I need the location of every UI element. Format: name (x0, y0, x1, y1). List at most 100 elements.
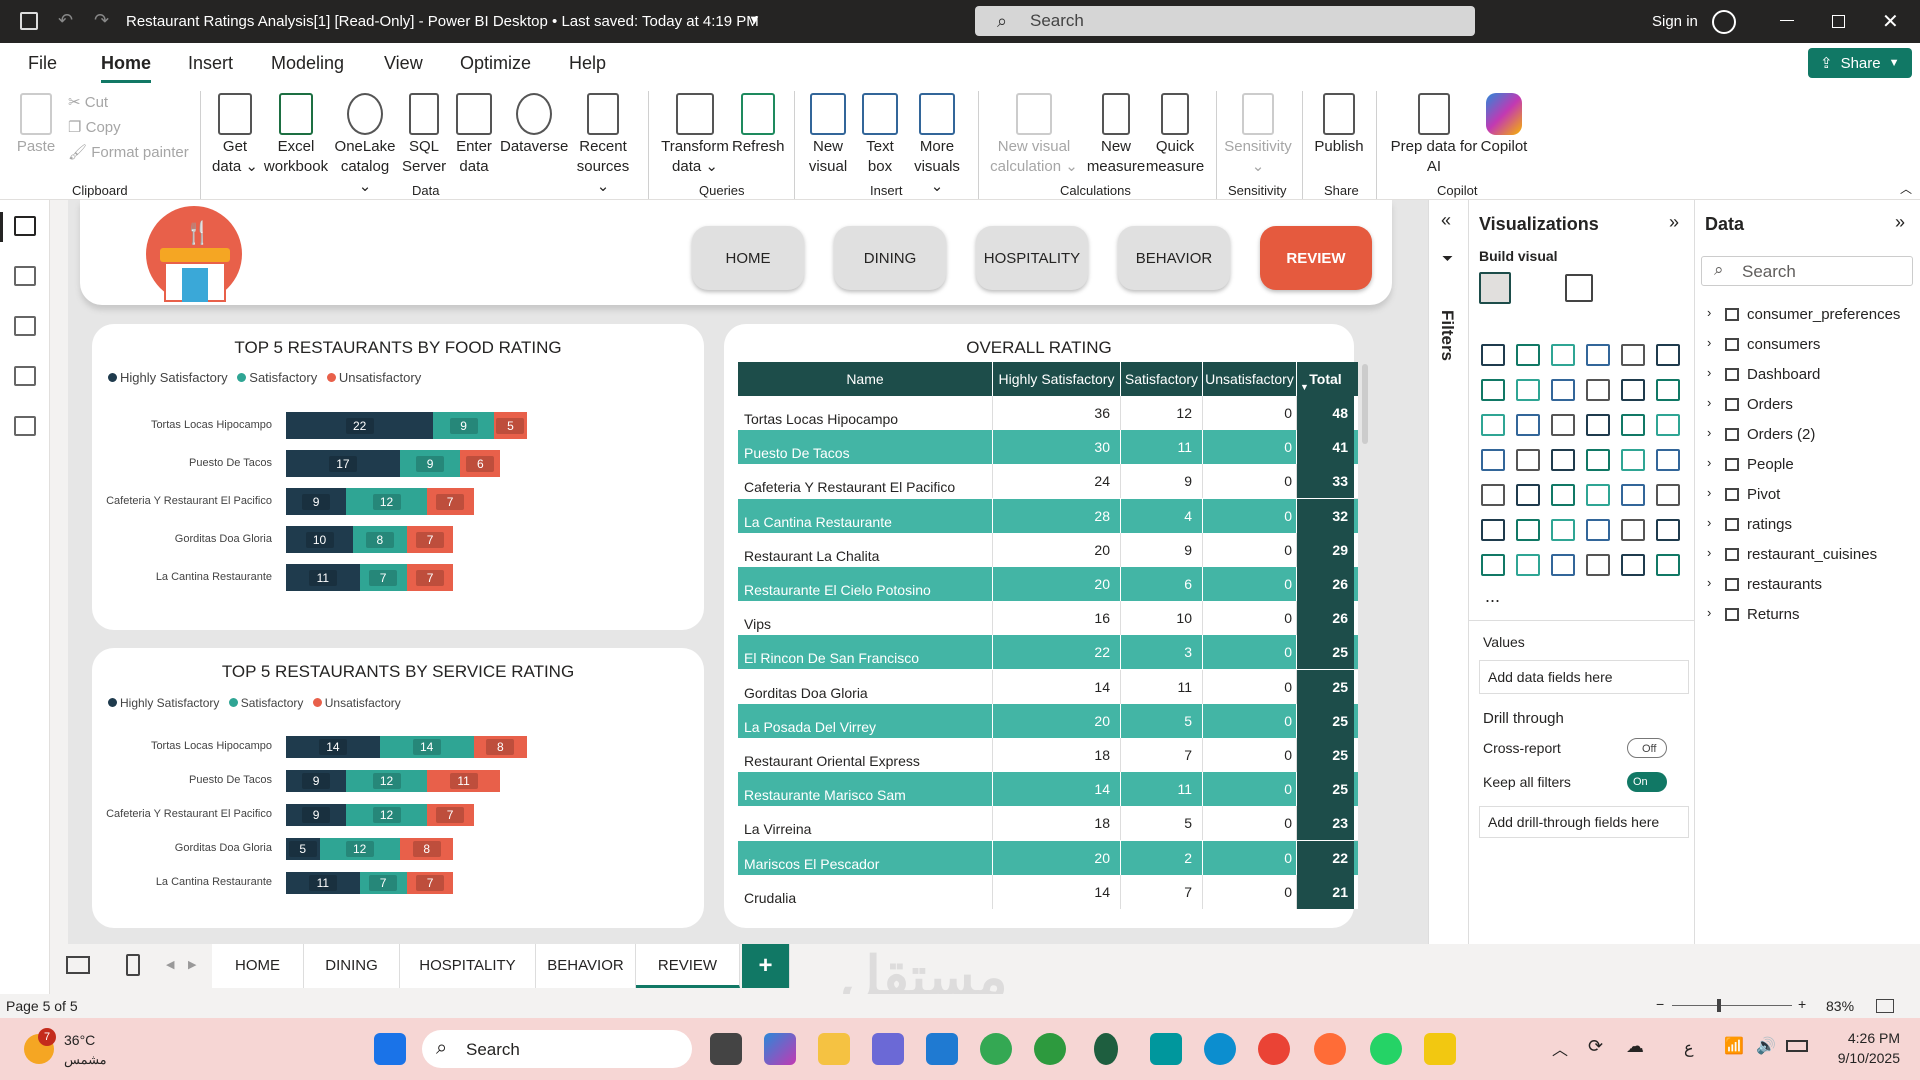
table-view-icon[interactable] (14, 266, 36, 286)
bar-segment[interactable] (406, 526, 454, 553)
table-row[interactable]: La Posada Del Virrey 20 5 0 25 (738, 703, 1358, 738)
visual-type-icon[interactable] (1656, 554, 1680, 576)
more-visuals-icon[interactable]: ... (1485, 586, 1501, 606)
data-table-item[interactable]: › Dashboard (1695, 363, 1920, 389)
bar-segment[interactable] (399, 450, 461, 477)
visual-type-icon[interactable] (1516, 414, 1540, 436)
windows-start-icon[interactable] (374, 1033, 406, 1065)
scroll-right-icon[interactable]: ▶ (188, 959, 197, 971)
nav-home-button[interactable]: HOME (692, 226, 804, 290)
language-indicator[interactable]: ع (1684, 1040, 1694, 1057)
visual-type-icon[interactable] (1481, 379, 1505, 401)
visual-type-icon[interactable] (1586, 379, 1610, 401)
bar-segment[interactable] (286, 564, 360, 591)
dataverse-button[interactable]: Dataverse (500, 93, 568, 157)
chrome-icon[interactable] (980, 1033, 1012, 1065)
save-icon[interactable] (20, 12, 38, 30)
visual-type-icon[interactable] (1621, 344, 1645, 366)
powerbi-icon[interactable] (1424, 1033, 1456, 1065)
copy-button[interactable]: ❐ Copy (68, 118, 121, 138)
visual-type-icon[interactable] (1586, 449, 1610, 471)
nav-hospitality-button[interactable]: HOSPITALITY (976, 226, 1088, 290)
sign-in-link[interactable]: Sign in (1652, 13, 1698, 30)
data-table-item[interactable]: › consumers (1695, 333, 1920, 359)
table-row[interactable]: Vips 16 10 0 26 (738, 601, 1358, 636)
data-table-item[interactable]: › restaurants (1695, 573, 1920, 599)
tab-review[interactable]: REVIEW (636, 944, 740, 988)
get-data-button[interactable]: Get data ⌄ (210, 93, 260, 177)
bar-segment[interactable] (399, 838, 454, 860)
format-painter-button[interactable]: 🖌 Format painter (68, 143, 189, 163)
quick-measure-button[interactable]: Quick measure (1144, 93, 1206, 177)
add-page-button[interactable]: + (742, 944, 790, 988)
bar-segment[interactable] (493, 412, 528, 439)
bar-segment[interactable] (346, 804, 427, 826)
visual-type-icon[interactable] (1516, 379, 1540, 401)
visual-type-icon[interactable] (1656, 414, 1680, 436)
bar-segment[interactable] (353, 526, 407, 553)
arduino-icon[interactable] (1150, 1033, 1182, 1065)
store-icon[interactable] (872, 1033, 904, 1065)
menu-modeling[interactable]: Modeling (271, 53, 345, 73)
menu-help[interactable]: Help (569, 53, 607, 73)
tab-home[interactable]: HOME (212, 944, 304, 988)
menu-home[interactable]: Home (101, 53, 152, 83)
visual-type-icon[interactable] (1481, 484, 1505, 506)
cut-button[interactable]: ✂ Cut (68, 93, 108, 113)
col-header-total[interactable]: Total (1296, 362, 1354, 396)
data-table-item[interactable]: › Pivot (1695, 483, 1920, 509)
visual-type-icon[interactable] (1516, 554, 1540, 576)
zoom-in-icon[interactable]: + (1798, 996, 1807, 1012)
desktop-layout-icon[interactable] (66, 956, 90, 974)
menu-insert[interactable]: Insert (188, 53, 234, 73)
zoom-out-icon[interactable]: − (1656, 996, 1665, 1012)
share-button[interactable]: ⇪ Share ▼ (1808, 48, 1912, 78)
data-table-item[interactable]: › consumer_preferences (1695, 303, 1920, 329)
table-row[interactable]: Tortas Locas Hipocampo 36 12 0 48 (738, 396, 1358, 430)
visual-type-icon[interactable] (1621, 379, 1645, 401)
visual-type-icon[interactable] (1621, 484, 1645, 506)
bar-segment[interactable] (426, 770, 501, 792)
tab-dining[interactable]: DINING (304, 944, 400, 988)
task-view-icon[interactable] (710, 1033, 742, 1065)
whatsapp-icon[interactable] (1370, 1033, 1402, 1065)
redo-icon[interactable]: ↷ (94, 10, 110, 30)
expand-icon[interactable]: » (1669, 212, 1680, 232)
visual-type-icon[interactable] (1481, 344, 1505, 366)
publish-button[interactable]: Publish (1312, 93, 1366, 157)
data-table-item[interactable]: › Returns (1695, 603, 1920, 629)
visual-type-icon[interactable] (1656, 379, 1680, 401)
table-row[interactable]: Restaurante Marisco Sam 14 11 0 25 (738, 772, 1358, 807)
bar-segment[interactable] (286, 872, 360, 894)
table-row[interactable]: La Cantina Restaurante 28 4 0 32 (738, 498, 1358, 533)
search-box[interactable]: ⌕ Search (975, 6, 1475, 36)
new-visual-calculation-button[interactable]: New visual calculation ⌄ (988, 93, 1080, 177)
food-rating-card[interactable]: TOP 5 RESTAURANTS BY FOOD RATING Highly … (92, 324, 704, 630)
visual-type-icon[interactable] (1586, 344, 1610, 366)
bar-segment[interactable] (286, 488, 347, 515)
visual-type-icon[interactable] (1621, 519, 1645, 541)
visual-type-icon[interactable] (1656, 344, 1680, 366)
maximize-icon[interactable] (1832, 15, 1845, 28)
nav-review-button[interactable]: REVIEW (1260, 226, 1372, 290)
bar-segment[interactable] (319, 838, 400, 860)
model-view-icon[interactable] (14, 316, 36, 336)
minimize-icon[interactable] (1780, 20, 1794, 21)
wifi-icon[interactable]: 📶 (1724, 1038, 1744, 1055)
volume-icon[interactable]: 🔊 (1756, 1038, 1776, 1055)
tab-hospitality[interactable]: HOSPITALITY (400, 944, 536, 988)
transform-data-button[interactable]: Transform data ⌄ (660, 93, 730, 177)
chevron-up-icon[interactable]: ︿ (1552, 1042, 1569, 1059)
visual-type-icon[interactable] (1551, 414, 1575, 436)
clock-date[interactable]: 9/10/2025 (1837, 1050, 1900, 1066)
chevron-down-icon[interactable]: ▼ (748, 12, 761, 27)
format-visual-icon[interactable] (1565, 274, 1593, 302)
edge-icon[interactable] (1204, 1033, 1236, 1065)
add-data-fields-well[interactable]: Add data fields here (1479, 660, 1689, 694)
tab-behavior[interactable]: BEHAVIOR (536, 944, 636, 988)
postman-icon[interactable] (1314, 1033, 1346, 1065)
bar-segment[interactable] (286, 736, 380, 758)
data-table-item[interactable]: › restaurant_cuisines (1695, 543, 1920, 569)
scroll-left-icon[interactable]: ◀ (166, 959, 175, 971)
table-scrollbar[interactable] (1362, 364, 1368, 444)
